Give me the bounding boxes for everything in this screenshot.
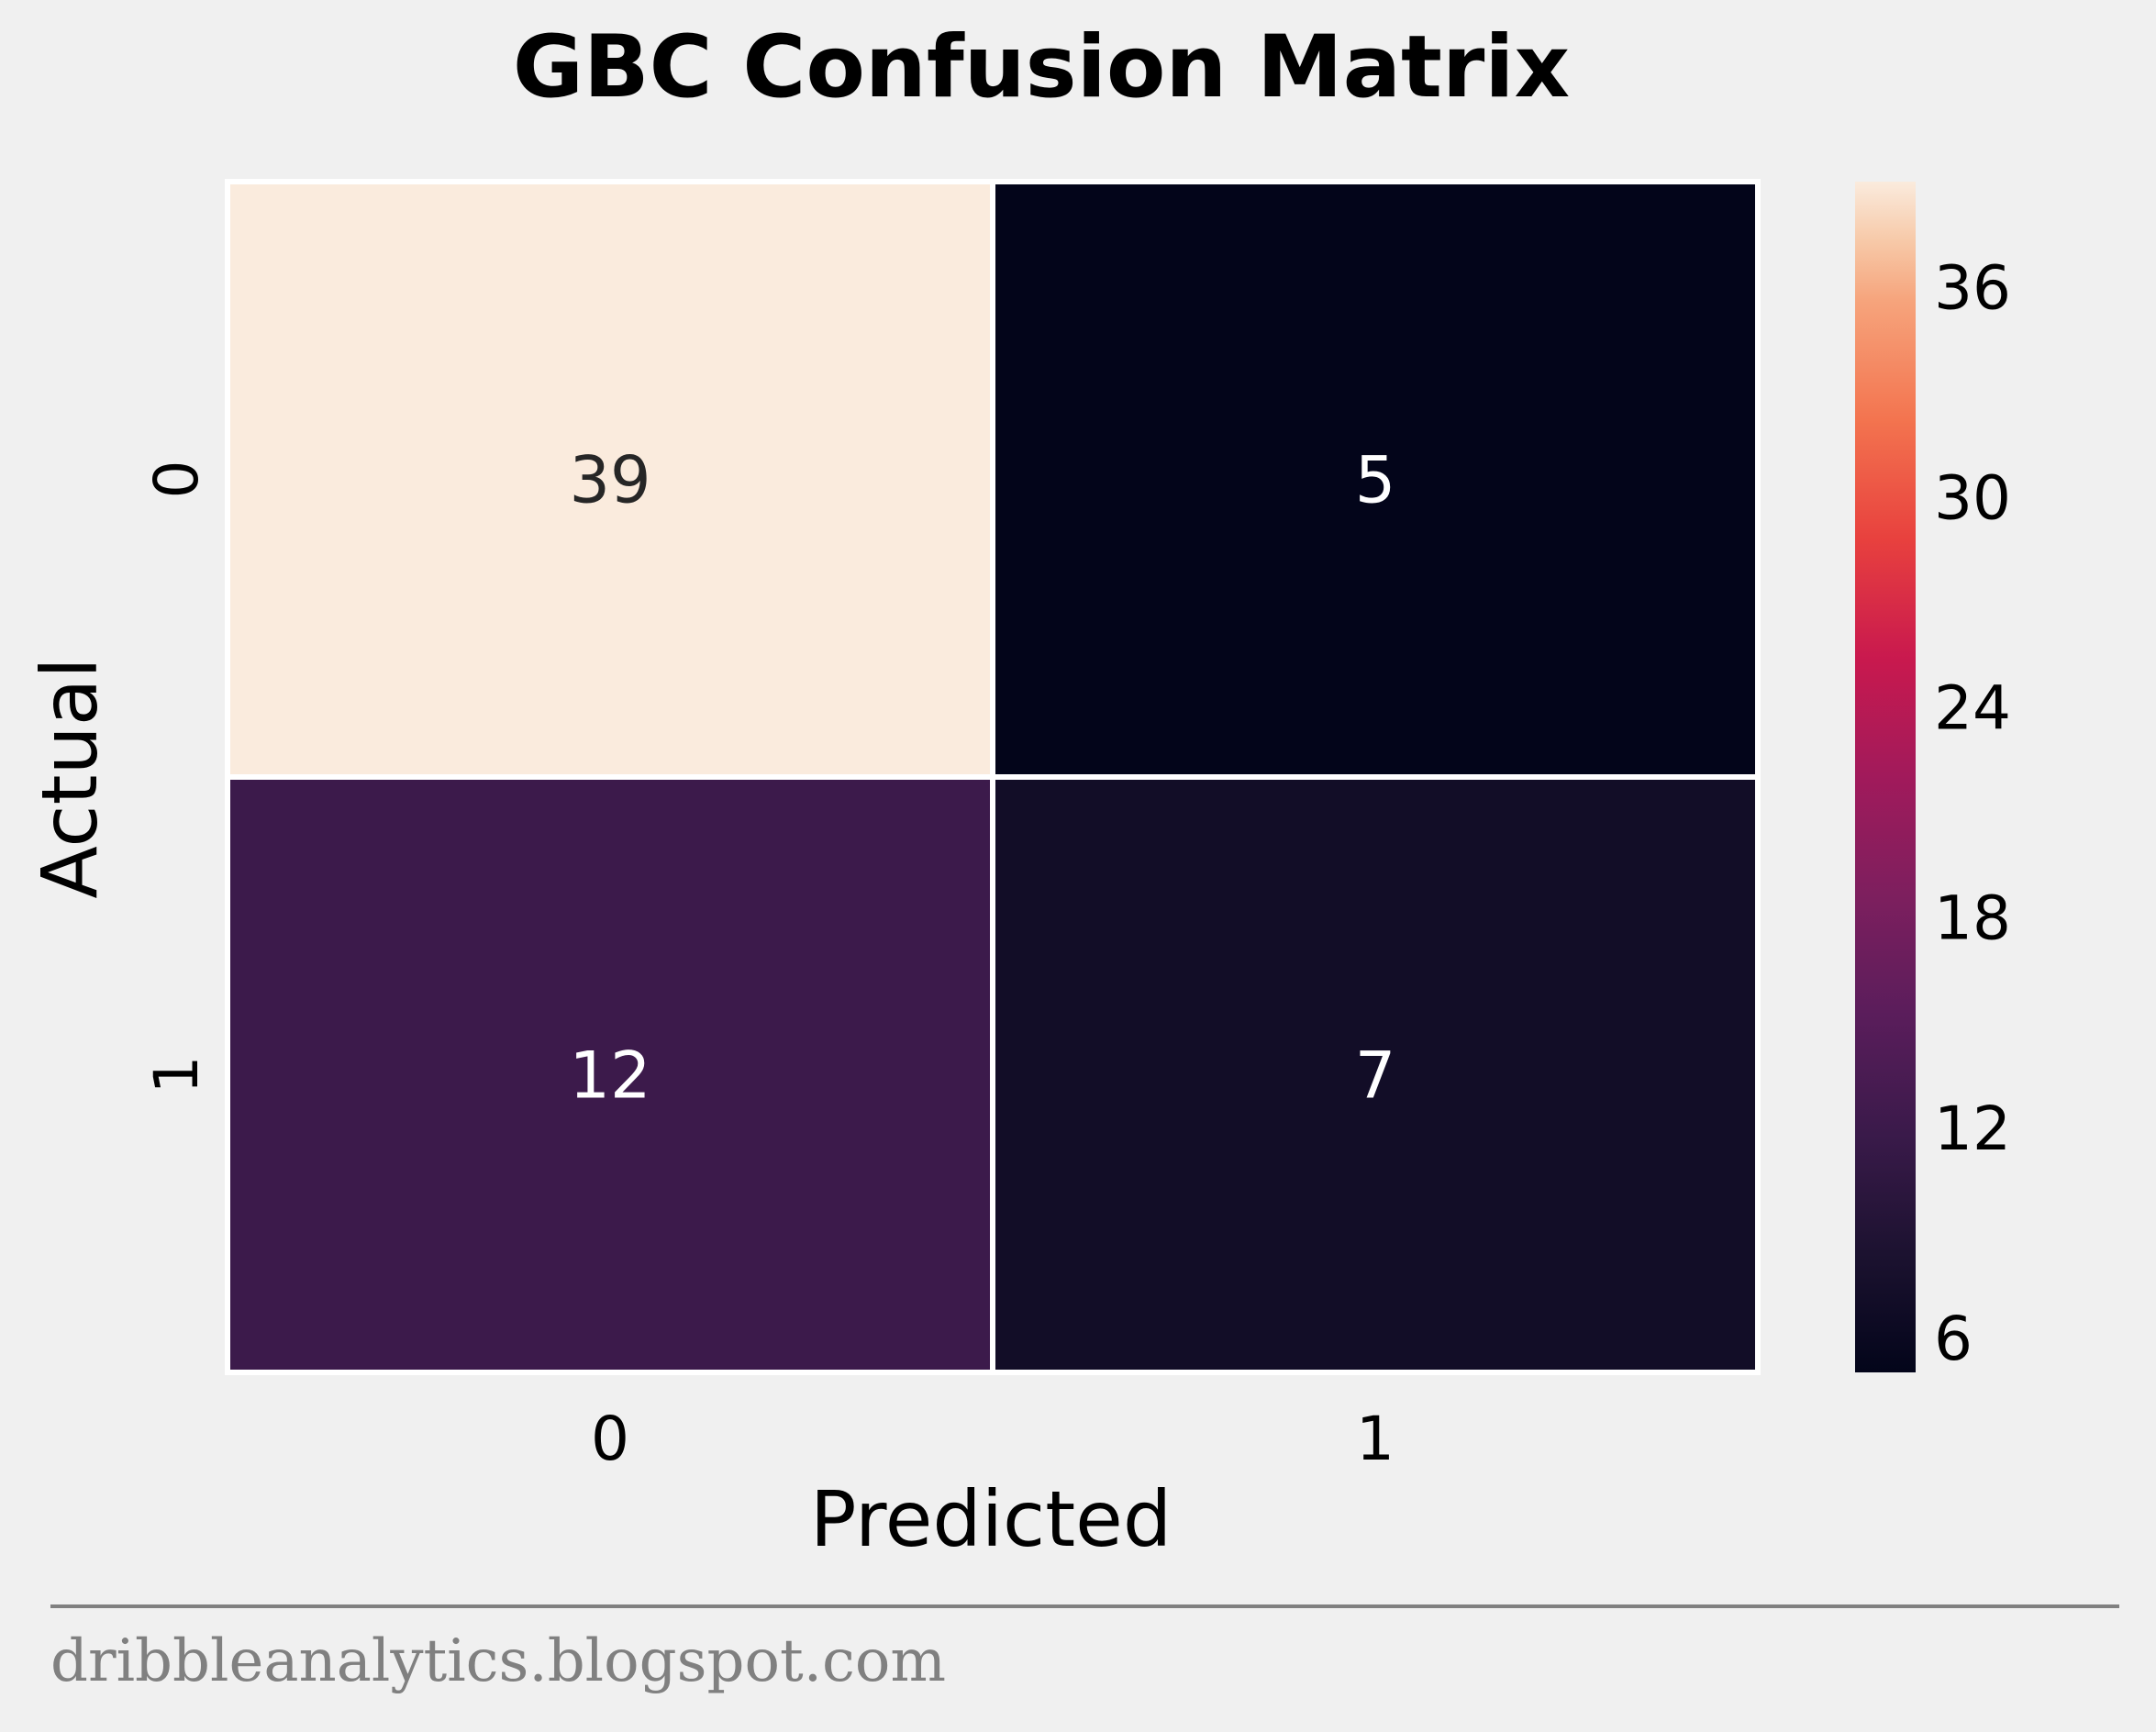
colorbar-tick-label-0: 6 xyxy=(1934,1304,1973,1374)
heatmap-cell-r0-c1 xyxy=(990,179,1761,780)
heatmap-cell-r1-c0 xyxy=(225,774,995,1375)
heatmap-cell-r1-c1 xyxy=(990,774,1761,1375)
heatmap-cell-value-r1-c1: 7 xyxy=(1355,1038,1396,1114)
heatmap-cell-value-r0-c1: 5 xyxy=(1355,443,1396,518)
colorbar xyxy=(1855,182,1916,1372)
y-tick-label-0: 0 xyxy=(141,461,212,499)
heatmap-cells: 39 5 12 7 xyxy=(225,179,1761,1375)
x-axis-label: Predicted xyxy=(810,1474,1172,1564)
y-axis-label: Actual xyxy=(25,657,115,898)
heatmap-cell-value-r1-c0: 12 xyxy=(569,1038,650,1114)
x-tick-label-0: 0 xyxy=(591,1404,629,1474)
colorbar-ticks: 6 12 18 24 30 36 xyxy=(1934,253,2011,1374)
footer-source-text: dribbleanalytics.blogspot.com xyxy=(50,1627,946,1695)
y-tick-label-1: 1 xyxy=(141,1056,212,1094)
heatmap-cell-r0-c0 xyxy=(225,179,995,780)
axis-ticks: 0 1 0 1 xyxy=(141,461,1395,1475)
x-tick-label-1: 1 xyxy=(1356,1404,1395,1474)
chart-title: GBC Confusion Matrix xyxy=(513,17,1570,117)
heatmap-cell-value-r0-c0: 39 xyxy=(569,443,650,518)
colorbar-tick-label-1: 12 xyxy=(1934,1094,2011,1164)
colorbar-tick-label-3: 24 xyxy=(1934,673,2011,744)
colorbar-tick-label-2: 18 xyxy=(1934,883,2011,954)
colorbar-tick-label-5: 36 xyxy=(1934,253,2011,324)
colorbar-tick-label-4: 30 xyxy=(1934,463,2011,534)
